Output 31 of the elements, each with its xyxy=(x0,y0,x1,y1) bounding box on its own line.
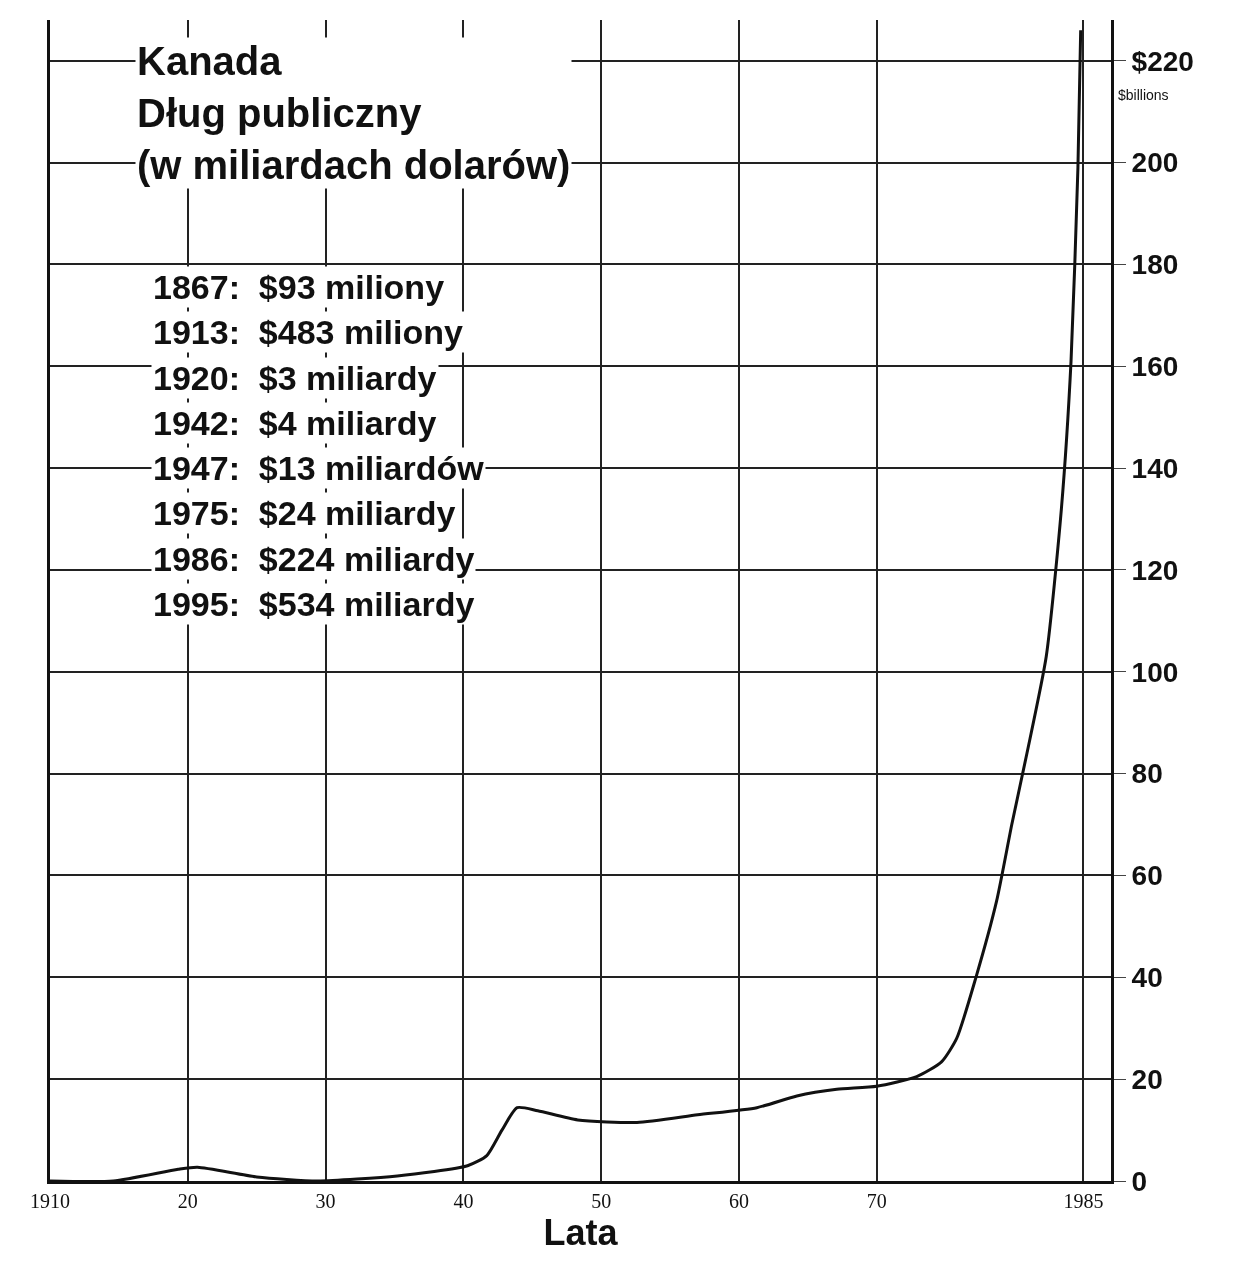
x-tick-label: 1910 xyxy=(30,1190,70,1212)
y-tick-label: 80 xyxy=(1131,758,1163,790)
x-tick-label: 30 xyxy=(315,1190,336,1212)
y-tick-label: 0 xyxy=(1131,1165,1148,1197)
annotation: 1947: $13 miliardów xyxy=(153,449,485,487)
annotation: 1920: $3 miliardy xyxy=(153,359,437,397)
x-tick-label: 20 xyxy=(177,1190,198,1212)
y-tick-label: 120 xyxy=(1131,554,1179,586)
annotation: 1995: $534 miliardy xyxy=(153,585,475,623)
y-tick-label: $220 xyxy=(1131,45,1194,77)
x-axis-title: Lata xyxy=(543,1212,619,1253)
y-tick-label: 180 xyxy=(1131,249,1179,281)
y-tick-label: 140 xyxy=(1131,452,1179,484)
x-tick-label: 40 xyxy=(453,1190,474,1212)
x-tick-label: 60 xyxy=(728,1190,749,1212)
y-tick-label: 40 xyxy=(1131,962,1163,994)
y-tick-label: 200 xyxy=(1131,147,1179,179)
y-tick-label: 100 xyxy=(1131,656,1179,688)
y-tick-label: 20 xyxy=(1131,1063,1163,1095)
y-axis-title: $billions xyxy=(1118,87,1169,103)
y-tick-label: 160 xyxy=(1131,351,1179,383)
y-tick-label: 60 xyxy=(1131,860,1163,892)
annotation: 1975: $24 miliardy xyxy=(153,494,456,532)
annotation: 1942: $4 miliardy xyxy=(153,404,437,442)
annotation: 1867: $93 miliony xyxy=(153,268,445,306)
text: Kanada Dług publiczny (w miliardach dolarów) xyxy=(137,39,571,187)
annotation: 1913: $483 miliony xyxy=(153,313,464,351)
x-tick-label: 70 xyxy=(866,1190,887,1212)
x-tick-label: 1985 xyxy=(1063,1190,1104,1212)
x-tick-label: 50 xyxy=(591,1190,612,1212)
annotation: 1986: $224 miliardy xyxy=(153,540,475,578)
